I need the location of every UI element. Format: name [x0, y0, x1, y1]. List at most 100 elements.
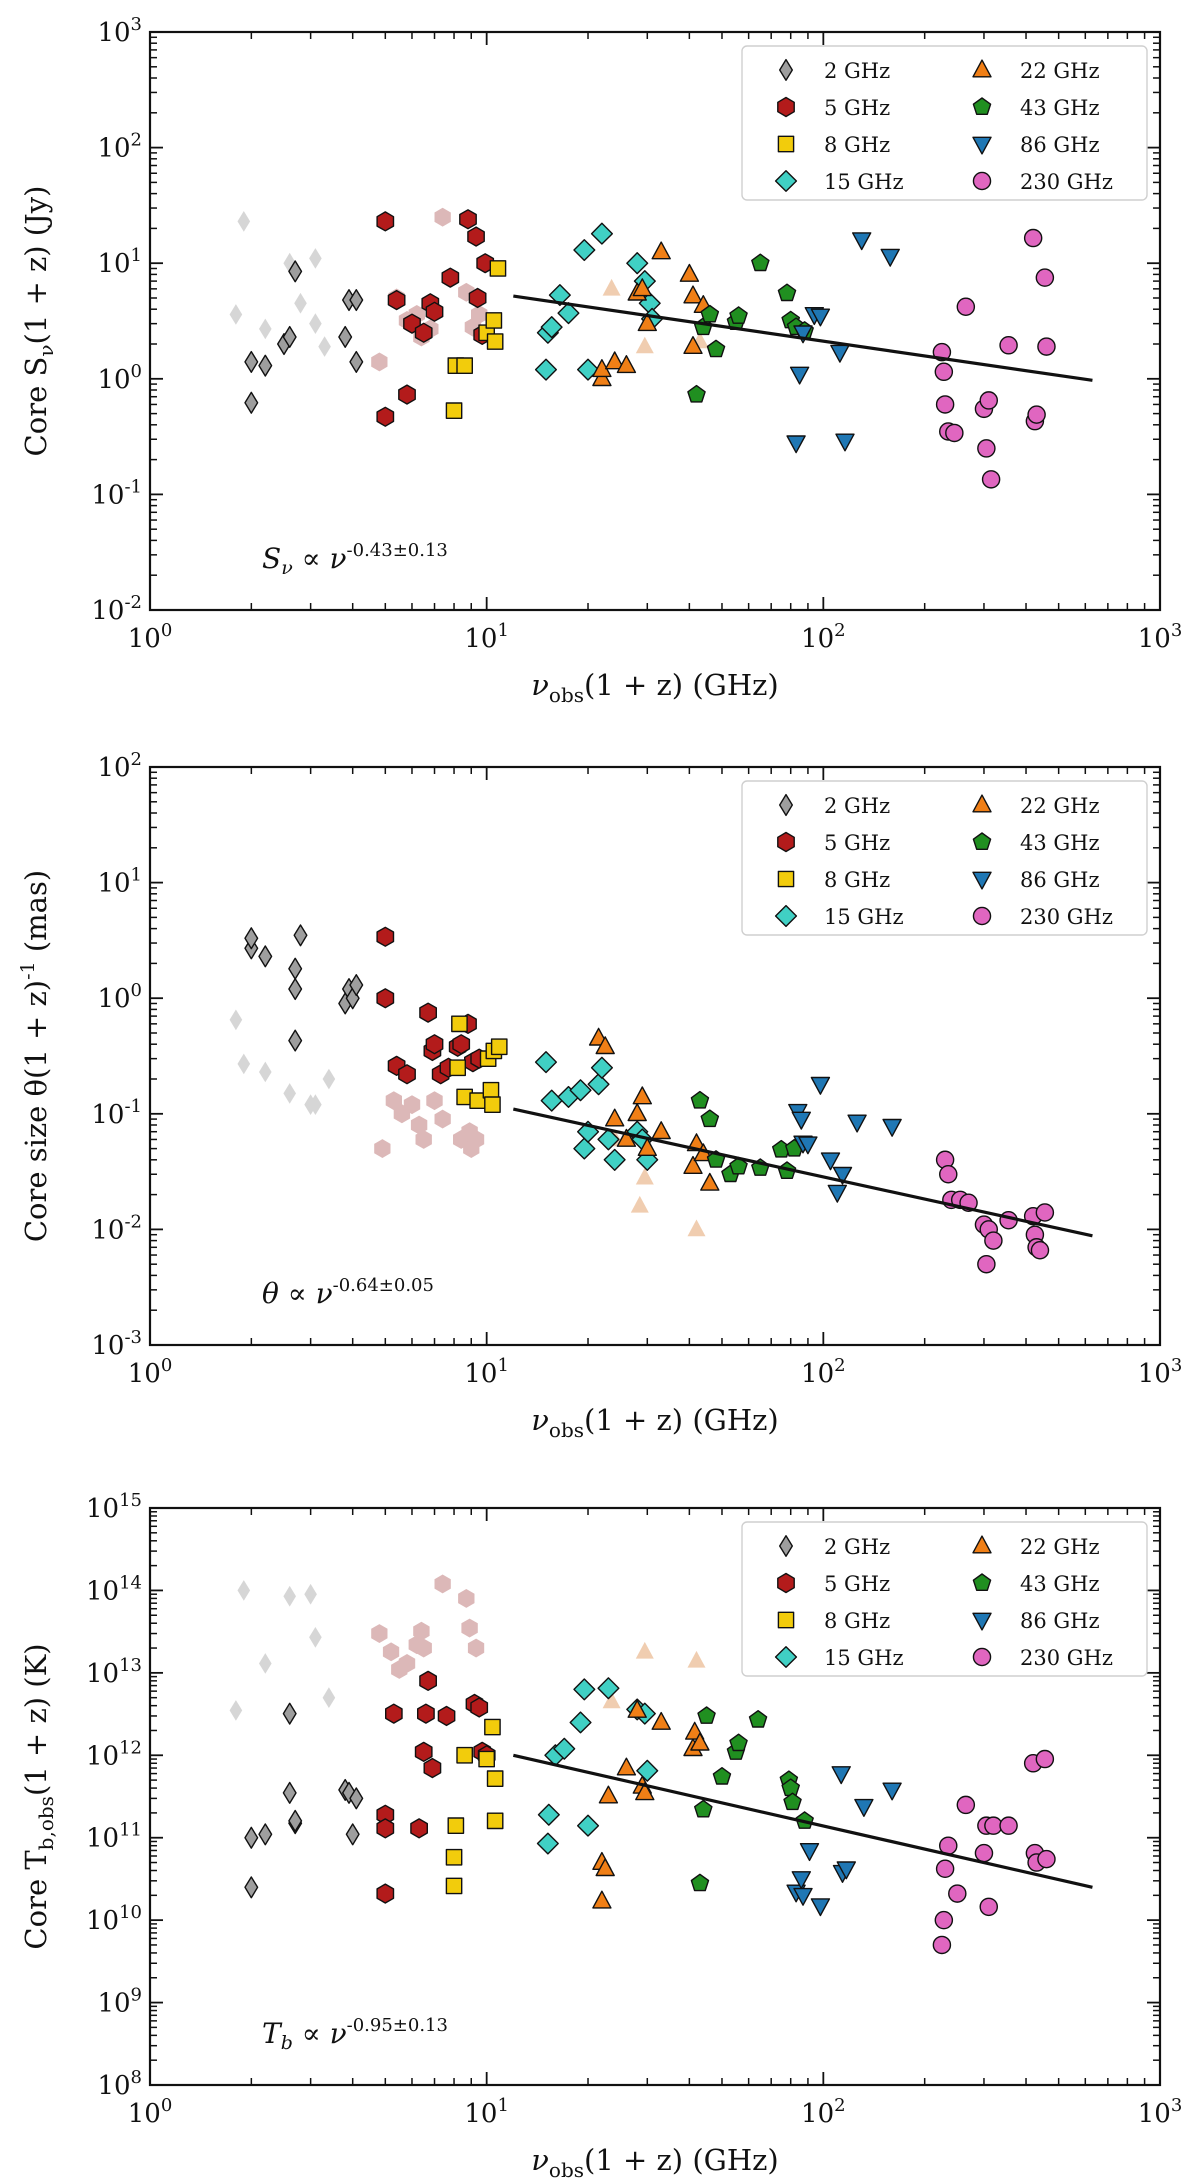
- legend-marker: [972, 171, 992, 191]
- data-point: [288, 1809, 303, 1832]
- data-point: [590, 1056, 613, 1079]
- data-point: [1037, 337, 1056, 356]
- faded-data-point: [283, 1585, 296, 1607]
- legend-marker: [972, 832, 992, 850]
- data-point: [414, 1741, 433, 1762]
- faded-data-point: [467, 1130, 485, 1149]
- faded-data-point: [426, 1091, 443, 1111]
- faded-data-point: [371, 352, 388, 372]
- fit-annotation: Sν ∝ ν-0.43±0.13: [262, 540, 448, 579]
- data-point: [569, 1079, 592, 1102]
- x-tick-label: 101: [464, 620, 509, 654]
- data-point: [935, 395, 955, 414]
- data-point: [484, 1096, 501, 1113]
- data-point: [687, 384, 706, 403]
- data-point: [651, 1711, 671, 1730]
- faded-data-point: [410, 1115, 428, 1135]
- plot-frame: [148, 30, 1162, 612]
- data-point: [616, 1757, 637, 1776]
- faded-data-point: [229, 1009, 243, 1031]
- y-tick-label: 101: [97, 865, 142, 899]
- data-point: [880, 248, 900, 267]
- data-point: [349, 974, 364, 997]
- data-point: [981, 470, 1001, 489]
- faded-data-point: [259, 1061, 272, 1083]
- data-point: [577, 358, 600, 381]
- data-point: [244, 1876, 259, 1899]
- data-point: [536, 1832, 559, 1855]
- faded-data-point: [237, 1053, 251, 1075]
- data-point: [690, 1873, 710, 1892]
- y-tick-label: 1013: [86, 1655, 142, 1689]
- y-tick-label: 10-2: [91, 592, 142, 626]
- legend-marker: [972, 1535, 992, 1554]
- data-point: [419, 1002, 437, 1023]
- faded-data-point: [283, 1083, 296, 1104]
- faded-data-point: [471, 305, 488, 324]
- data-point: [1030, 1241, 1050, 1260]
- fit-line: [512, 1107, 1093, 1238]
- legend-label: 5 GHz: [824, 96, 890, 120]
- legend-label: 8 GHz: [824, 133, 890, 157]
- faded-data-point: [371, 1624, 388, 1643]
- x-axis-label: νobs(1 + z) (GHz): [531, 2143, 778, 2179]
- data-point: [244, 350, 259, 373]
- faded-data-point: [434, 1109, 451, 1129]
- data-point: [979, 1897, 999, 1917]
- faded-data-point: [237, 211, 251, 232]
- legend-label: 8 GHz: [824, 1609, 890, 1633]
- data-point: [258, 354, 273, 377]
- legend-box: [741, 1521, 1148, 1677]
- x-tick-label: 103: [1138, 1355, 1183, 1389]
- data-point: [486, 1770, 504, 1787]
- y-tick-label: 108: [97, 2067, 142, 2101]
- data-point: [820, 1152, 841, 1171]
- legend-label: 86 GHz: [1020, 133, 1100, 157]
- data-point: [945, 423, 964, 443]
- faded-data-point: [259, 1653, 272, 1674]
- y-tick-label: 102: [97, 130, 142, 164]
- y-tick-label: 1014: [86, 1572, 142, 1606]
- data-point: [595, 1036, 615, 1055]
- x-tick-label: 100: [128, 1355, 173, 1389]
- legend-marker: [972, 906, 992, 926]
- data-point: [484, 1718, 501, 1736]
- data-point: [437, 1705, 456, 1727]
- data-point: [387, 289, 406, 311]
- x-tick-label: 103: [1138, 2095, 1183, 2129]
- data-point: [810, 308, 831, 327]
- faded-data-point: [318, 336, 331, 357]
- data-point: [999, 336, 1018, 355]
- faded-data-point: [602, 278, 621, 296]
- faded-data-point: [398, 1654, 416, 1673]
- data-point: [452, 1034, 471, 1055]
- data-point: [700, 1109, 720, 1128]
- data-point: [999, 1816, 1018, 1835]
- data-point: [791, 1111, 811, 1130]
- data-point: [534, 1051, 557, 1074]
- legend-marker: [972, 871, 992, 890]
- data-point: [258, 945, 273, 968]
- data-point: [616, 355, 637, 374]
- data-point: [683, 336, 703, 354]
- legend-label: 15 GHz: [824, 170, 904, 194]
- y-tick-label: 103: [97, 14, 142, 48]
- data-point: [706, 339, 726, 358]
- faded-data-point: [309, 1627, 322, 1648]
- data-point: [485, 312, 503, 329]
- legend-label: 230 GHz: [1020, 905, 1113, 929]
- legend-label: 8 GHz: [824, 868, 890, 892]
- data-point: [376, 926, 395, 947]
- data-point: [338, 325, 353, 348]
- data-point: [832, 1166, 853, 1185]
- data-point: [679, 263, 700, 282]
- data-point: [577, 1814, 600, 1837]
- data-point: [690, 1732, 710, 1751]
- data-point: [627, 1699, 647, 1718]
- x-tick-label: 102: [801, 1355, 846, 1389]
- legend-marker: [777, 1611, 795, 1629]
- faded-data-point: [309, 248, 322, 269]
- data-point: [1027, 405, 1046, 424]
- legend-marker: [779, 793, 793, 817]
- data-point: [244, 391, 259, 414]
